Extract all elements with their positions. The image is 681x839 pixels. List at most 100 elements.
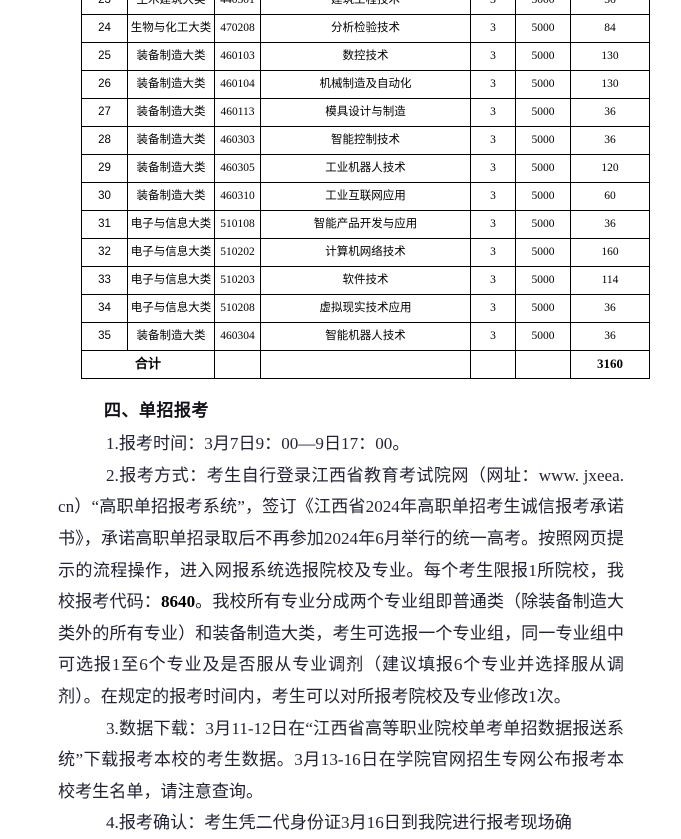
cell-plan-count: 36 bbox=[570, 210, 650, 239]
cell-serial-number: 34 bbox=[81, 294, 128, 323]
cell-major-category: 电子与信息大类 bbox=[127, 294, 215, 323]
cell-serial-number: 26 bbox=[81, 70, 128, 99]
cell-study-years: 3 bbox=[470, 70, 516, 99]
cell-tuition-fee: 5000 bbox=[515, 294, 571, 323]
cell-serial-number: 33 bbox=[81, 266, 128, 295]
paragraph-application-method: 2.报考方式：考生自行登录江西省教育考试院网（网址：www. jxeea. cn… bbox=[58, 460, 624, 713]
cell-tuition-fee: 5000 bbox=[515, 322, 571, 351]
cell-major-name: 软件技术 bbox=[260, 266, 471, 295]
cell-tuition-fee: 5000 bbox=[515, 238, 571, 267]
cell-plan-count: 130 bbox=[570, 70, 650, 99]
cell-study-years: 3 bbox=[470, 98, 516, 127]
table-row: 31 电子与信息大类 510108 智能产品开发与应用 3 5000 36 bbox=[81, 210, 650, 239]
cell-tuition-fee: 5000 bbox=[515, 210, 571, 239]
table-total-row: 合计 3160 bbox=[81, 350, 650, 379]
cell-tuition-fee: 5000 bbox=[515, 182, 571, 211]
cell-study-years: 3 bbox=[470, 294, 516, 323]
cell-major-category: 装备制造大类 bbox=[127, 126, 215, 155]
cell-major-name: 模具设计与制造 bbox=[260, 98, 471, 127]
cell-tuition-fee: 5000 bbox=[515, 14, 571, 43]
cell-serial-number: 30 bbox=[81, 182, 128, 211]
paragraph-data-download: 3.数据下载：3月11-12日在“江西省高等职业院校单考单招数据报送系统”下载报… bbox=[58, 718, 624, 801]
cell-major-name: 虚拟现实技术应用 bbox=[260, 294, 471, 323]
cell-study-years: 3 bbox=[470, 238, 516, 267]
document-body: 四、单招报考 1.报考时间：3月7日9：00—9日17：00。 2.报考方式：考… bbox=[58, 400, 624, 839]
application-method-text-post: 。我校所有专业分成两个专业组即普通类（除装备制造大类外的所有专业）和装备制造大类… bbox=[58, 592, 625, 706]
enrollment-plan-table: 23 土木建筑大类 440301 建筑工程技术 3 5000 36 24 生物与化工大类 4702… bbox=[81, 0, 650, 379]
cell-major-code: 510208 bbox=[214, 294, 261, 323]
page-title: 四、单招报考 bbox=[104, 401, 209, 420]
cell-tuition-fee: 5000 bbox=[515, 0, 571, 15]
cell-major-code: 440301 bbox=[214, 0, 261, 15]
cell-serial-number: 31 bbox=[81, 210, 128, 239]
total-label: 合计 bbox=[81, 350, 215, 379]
cell-serial-number: 23 bbox=[81, 0, 128, 15]
table-row: 32 电子与信息大类 510202 计算机网络技术 3 5000 160 bbox=[81, 238, 650, 267]
cell-tuition-fee: 5000 bbox=[515, 98, 571, 127]
cell-major-code: 460103 bbox=[214, 42, 261, 71]
cell-major-code: 470208 bbox=[214, 14, 261, 43]
cell-plan-count: 36 bbox=[570, 0, 650, 15]
cell-major-category: 装备制造大类 bbox=[127, 42, 215, 71]
table-row: 25 装备制造大类 460103 数控技术 3 5000 130 bbox=[81, 42, 650, 71]
cell-major-category: 电子与信息大类 bbox=[127, 266, 215, 295]
cell-study-years: 3 bbox=[470, 42, 516, 71]
cell-major-name: 计算机网络技术 bbox=[260, 238, 471, 267]
table-row: 24 生物与化工大类 470208 分析检验技术 3 5000 84 bbox=[81, 14, 650, 43]
cell-tuition-fee: 5000 bbox=[515, 70, 571, 99]
cell-study-years: 3 bbox=[470, 126, 516, 155]
cell-major-code: 460104 bbox=[214, 70, 261, 99]
paragraph-application-confirm: 4.报考确认：考生凭二代身份证3月16日到我院进行报考现场确 bbox=[106, 813, 572, 833]
table-row: 33 电子与信息大类 510203 软件技术 3 5000 114 bbox=[81, 266, 650, 295]
cell-major-name: 分析检验技术 bbox=[260, 14, 471, 43]
cell-major-name: 机械制造及自动化 bbox=[260, 70, 471, 99]
cell-major-code: 460305 bbox=[214, 154, 261, 183]
cell-major-category: 生物与化工大类 bbox=[127, 14, 215, 43]
cell-major-category: 电子与信息大类 bbox=[127, 210, 215, 239]
table-row: 34 电子与信息大类 510208 虚拟现实技术应用 3 5000 36 bbox=[81, 294, 650, 323]
cell-serial-number: 35 bbox=[81, 322, 128, 351]
cell-major-category: 装备制造大类 bbox=[127, 70, 215, 99]
cell-serial-number: 28 bbox=[81, 126, 128, 155]
cell-tuition-fee: 5000 bbox=[515, 266, 571, 295]
table-row: 35 装备制造大类 460304 智能机器人技术 3 5000 36 bbox=[81, 322, 650, 351]
total-years bbox=[470, 350, 516, 379]
total-code bbox=[214, 350, 261, 379]
cell-study-years: 3 bbox=[470, 182, 516, 211]
total-plan-count: 3160 bbox=[570, 350, 650, 379]
table-row: 23 土木建筑大类 440301 建筑工程技术 3 5000 36 bbox=[81, 0, 650, 15]
cell-tuition-fee: 5000 bbox=[515, 126, 571, 155]
table-row: 30 装备制造大类 460310 工业互联网应用 3 5000 60 bbox=[81, 182, 650, 211]
table-body: 23 土木建筑大类 440301 建筑工程技术 3 5000 36 24 生物与化工大类 4702… bbox=[81, 0, 650, 379]
cell-tuition-fee: 5000 bbox=[515, 42, 571, 71]
cell-major-category: 装备制造大类 bbox=[127, 182, 215, 211]
paragraph-application-time: 1.报考时间：3月7日9：00—9日17：00。 bbox=[106, 434, 410, 454]
cell-plan-count: 36 bbox=[570, 322, 650, 351]
table-row: 26 装备制造大类 460104 机械制造及自动化 3 5000 130 bbox=[81, 70, 650, 99]
cell-major-name: 工业机器人技术 bbox=[260, 154, 471, 183]
cell-major-category: 土木建筑大类 bbox=[127, 0, 215, 15]
application-method-text-pre: 2.报考方式：考生自行登录江西省教育考试院网（网址：www. jxeea. cn… bbox=[58, 465, 624, 612]
cell-plan-count: 130 bbox=[570, 42, 650, 71]
cell-serial-number: 29 bbox=[81, 154, 128, 183]
cell-major-code: 460303 bbox=[214, 126, 261, 155]
cell-plan-count: 36 bbox=[570, 294, 650, 323]
cell-major-name: 工业互联网应用 bbox=[260, 182, 471, 211]
cell-plan-count: 60 bbox=[570, 182, 650, 211]
cell-serial-number: 25 bbox=[81, 42, 128, 71]
cell-major-name: 数控技术 bbox=[260, 42, 471, 71]
cell-major-code: 460304 bbox=[214, 322, 261, 351]
cell-major-code: 510202 bbox=[214, 238, 261, 267]
cell-major-code: 460310 bbox=[214, 182, 261, 211]
enrollment-plan-table-container: 23 土木建筑大类 440301 建筑工程技术 3 5000 36 24 生物与化工大类 4702… bbox=[81, 0, 650, 379]
cell-major-name: 建筑工程技术 bbox=[260, 0, 471, 15]
cell-major-code: 510108 bbox=[214, 210, 261, 239]
cell-major-name: 智能控制技术 bbox=[260, 126, 471, 155]
cell-tuition-fee: 5000 bbox=[515, 154, 571, 183]
table-row: 27 装备制造大类 460113 模具设计与制造 3 5000 36 bbox=[81, 98, 650, 127]
cell-serial-number: 24 bbox=[81, 14, 128, 43]
cell-major-name: 智能机器人技术 bbox=[260, 322, 471, 351]
cell-plan-count: 114 bbox=[570, 266, 650, 295]
cell-major-code: 460113 bbox=[214, 98, 261, 127]
cell-plan-count: 36 bbox=[570, 98, 650, 127]
